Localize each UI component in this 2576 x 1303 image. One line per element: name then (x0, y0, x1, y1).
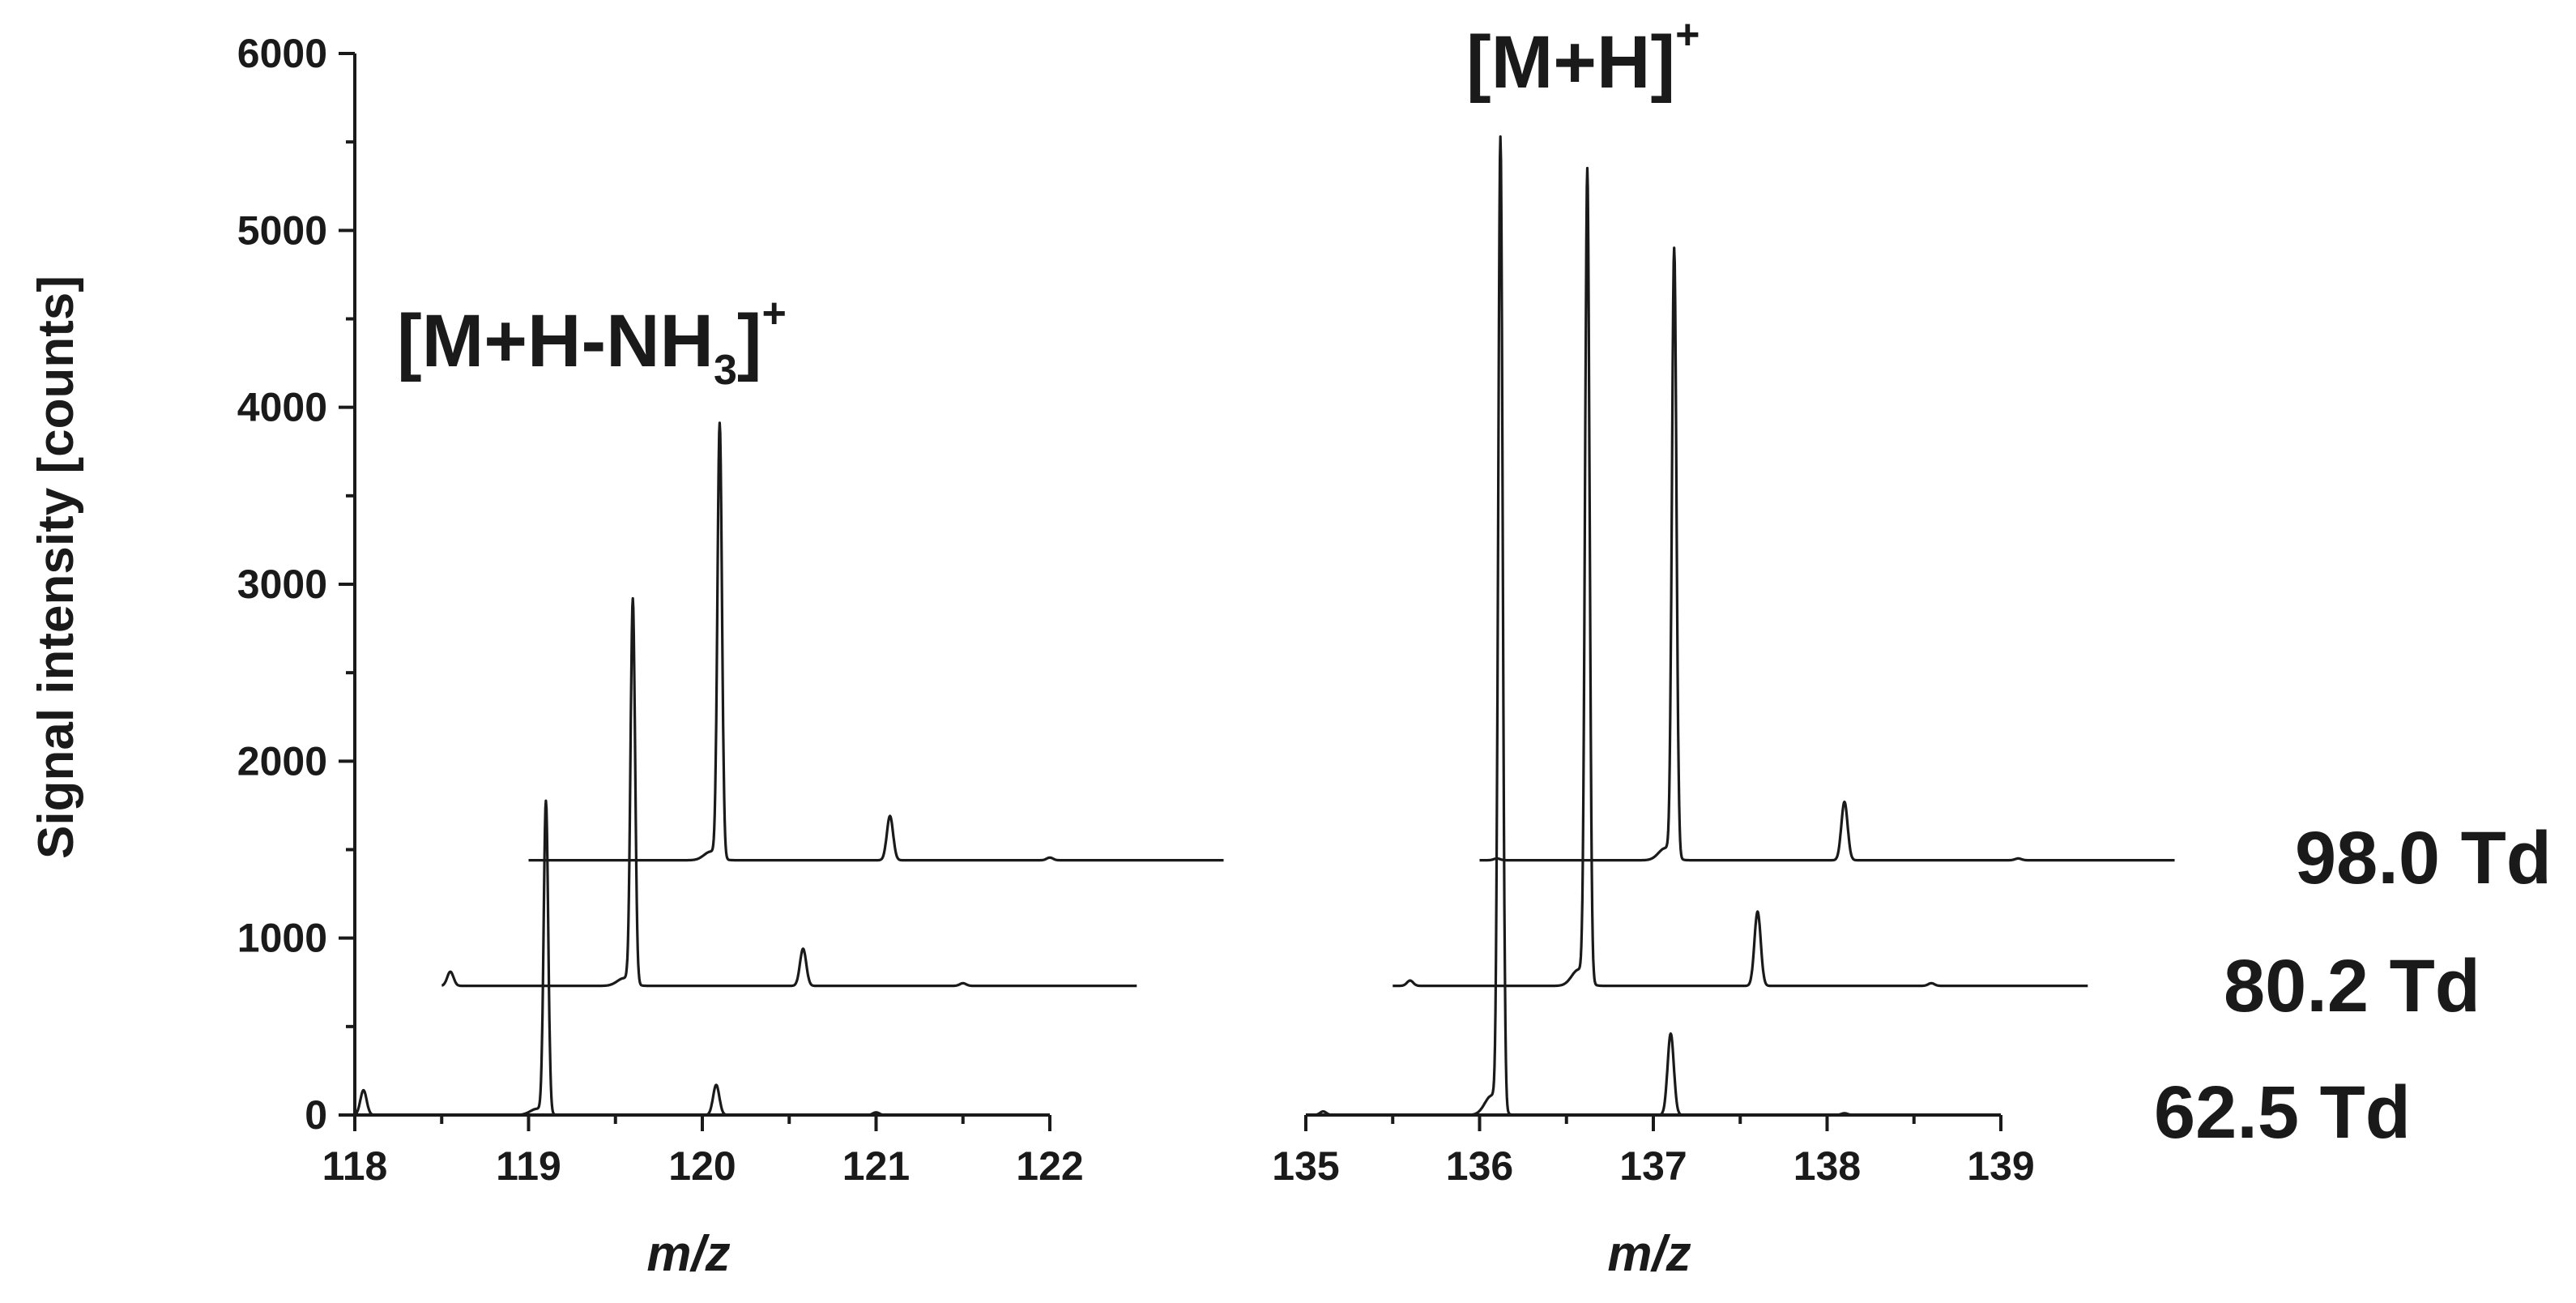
annotation-fragment-close: ] (737, 300, 762, 382)
y-tick-label: 0 (305, 1092, 327, 1138)
x-tick-label: 137 (1619, 1143, 1687, 1189)
y-tick-label: 1000 (237, 916, 327, 961)
annotation-fragment-superscript: + (762, 290, 787, 337)
x-tick-label: 135 (1272, 1143, 1339, 1189)
spectrum-trace-98-0-td-right (1478, 246, 2176, 862)
annotation-protonated-superscript: + (1675, 11, 1700, 58)
spectrum-trace-80-2-td-left (441, 596, 1138, 988)
y-tick-label: 2000 (237, 738, 327, 784)
x-tick-label: 120 (668, 1143, 736, 1189)
spectrum-trace-98-0-td-left (527, 421, 1225, 862)
annotation-protonated-main: [M+H] (1466, 21, 1675, 104)
x-tick-label: 138 (1793, 1143, 1861, 1189)
x-tick-label: 119 (496, 1143, 561, 1189)
x-axis-title-left: m/z (646, 1226, 730, 1282)
x-tick-label: 118 (322, 1143, 388, 1189)
spectrum-trace-62-5-td-left (354, 799, 1051, 1117)
spectra-traces (354, 135, 2176, 1117)
x-axis-title-right: m/z (1607, 1226, 1691, 1282)
y-tick-label: 4000 (237, 385, 327, 430)
annotation-fragment-subscript: 3 (714, 347, 737, 394)
spectrum-trace-80-2-td-right (1392, 166, 2089, 988)
annotation-fragment-ion: [M+H-NH3]+ (397, 290, 787, 394)
series-label-62-5-td: 62.5 Td (2154, 1071, 2411, 1154)
series-label-98-0-td: 98.0 Td (2295, 817, 2552, 899)
y-tick-label: 5000 (237, 207, 327, 253)
spectrum-trace-62-5-td-right (1304, 135, 2002, 1117)
x-tick-label: 139 (1967, 1143, 2034, 1189)
x-tick-label: 122 (1016, 1143, 1083, 1189)
y-axis-title: Signal intensity [counts] (28, 276, 84, 859)
x-tick-label: 121 (842, 1143, 910, 1189)
x-tick-label: 136 (1446, 1143, 1513, 1189)
y-tick-label: 3000 (237, 562, 327, 607)
labels-group: Signal intensity [counts] m/z m/z [M+H-N… (28, 11, 2552, 1282)
annotation-fragment-main: [M+H-NH (397, 300, 714, 382)
y-tick-label: 6000 (237, 31, 327, 76)
axes-group: 0 1000 2000 3000 4000 5000 6000 118 119 120 121 122… (237, 31, 2035, 1189)
series-label-80-2-td: 80.2 Td (2224, 945, 2480, 1027)
annotation-protonated-ion: [M+H]+ (1466, 11, 1700, 104)
